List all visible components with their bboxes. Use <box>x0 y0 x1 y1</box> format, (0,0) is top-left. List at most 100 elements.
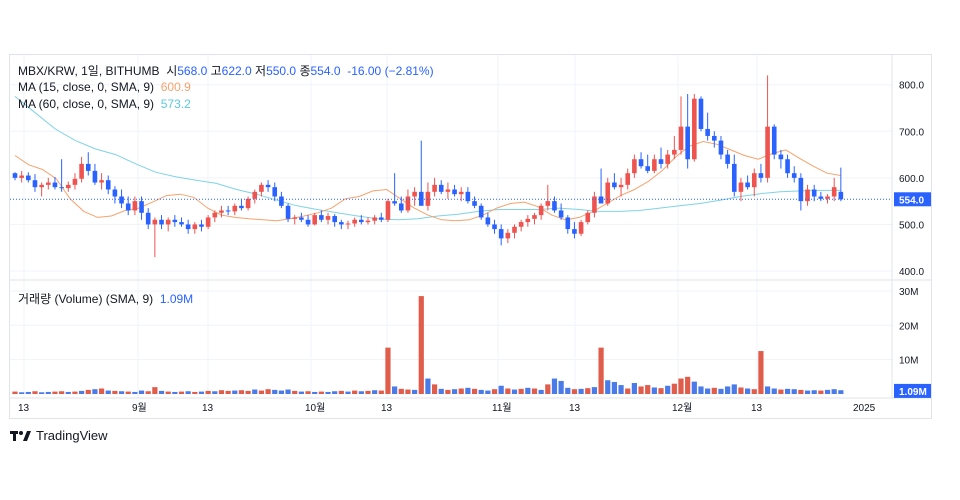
volume-bar <box>212 391 218 394</box>
volume-bar <box>32 391 38 394</box>
candle-body <box>372 217 377 221</box>
volume-bar <box>178 391 185 394</box>
volume-bar <box>671 383 677 394</box>
candle-body <box>398 203 404 211</box>
volume-bar <box>485 390 491 394</box>
candle-body <box>85 163 91 171</box>
candle-body <box>485 217 491 225</box>
ma60-layer <box>14 96 841 221</box>
candle-body <box>452 189 457 195</box>
volume-bar <box>764 386 771 394</box>
candle-body <box>618 184 624 188</box>
ma15-legend: MA (15, close, 0, SMA, 9) 600.9 <box>18 80 191 94</box>
candle-body <box>26 175 31 181</box>
volume-bar <box>818 390 824 394</box>
volume-bar <box>72 391 78 394</box>
candle-body <box>751 173 757 188</box>
volume-bar <box>498 385 504 394</box>
volume-bar <box>365 390 371 394</box>
volume-bar <box>545 384 551 394</box>
candle-body <box>199 224 204 227</box>
volume-bar <box>39 392 45 394</box>
close-label: 종 <box>299 64 311 78</box>
volume-bar <box>838 390 844 394</box>
candle-body <box>252 191 258 199</box>
candle-body <box>725 154 730 164</box>
candle-body <box>412 191 417 197</box>
candle-body <box>658 159 664 164</box>
volume-tick-label: 20M <box>899 321 918 332</box>
candle-body <box>665 154 670 164</box>
volume-bar <box>811 390 817 394</box>
candle-body <box>818 196 824 199</box>
volume-tick-label: 10M <box>899 356 918 367</box>
volume-bar <box>385 347 391 394</box>
candle-body <box>132 201 138 211</box>
volume-bar <box>12 391 18 394</box>
open-value: 568.0 <box>177 64 208 78</box>
candle-body <box>525 218 531 223</box>
candle-body <box>359 219 364 223</box>
candle-body <box>192 224 198 230</box>
time-tick-label: 10월 <box>305 402 325 414</box>
volume-bar <box>378 390 384 394</box>
candle-body <box>32 180 38 188</box>
volume-bar <box>405 389 411 394</box>
candle-body <box>245 198 251 209</box>
candle-body <box>159 219 164 225</box>
candle-body <box>745 182 750 188</box>
candle-body <box>532 215 537 219</box>
volume-bar <box>645 385 651 394</box>
volume-bar <box>59 391 65 394</box>
candle-body <box>712 135 717 141</box>
volume-bar <box>172 391 178 394</box>
volume-bar <box>145 391 151 394</box>
low-value: 550.0 <box>266 64 297 78</box>
candle-body <box>332 216 337 223</box>
last-price-tag <box>894 192 931 207</box>
volume-bar <box>738 387 744 394</box>
time-tick-label: 13 <box>202 403 214 414</box>
candle-body <box>505 232 511 239</box>
candle-body <box>232 205 238 212</box>
volume-bar <box>665 385 671 394</box>
volume-bar <box>192 391 198 394</box>
candle-body <box>578 222 584 234</box>
chart-svg[interactable]: 400.0 500.0 600.0 700.0 800.0 10M 20M 30M 13 9월 13… <box>10 55 931 418</box>
volume-bar <box>278 390 284 394</box>
candle-body <box>465 191 471 202</box>
candle-body <box>339 222 344 225</box>
volume-bar <box>272 389 278 394</box>
candle-body <box>299 217 304 220</box>
candle-body <box>572 229 577 234</box>
volume-bar <box>771 388 777 394</box>
volume-bar <box>232 390 238 394</box>
candle-body <box>458 191 464 195</box>
candle-body <box>492 224 497 230</box>
volume-bar <box>618 385 624 394</box>
volume-last-label: 1.09M <box>899 387 927 398</box>
volume-tick-label: 30M <box>899 287 918 298</box>
candle-body <box>112 189 118 197</box>
candle-body <box>225 210 231 212</box>
volume-bar <box>445 389 451 394</box>
candle-body <box>598 196 604 204</box>
volume-bar <box>52 391 58 394</box>
volume-bar <box>691 381 697 394</box>
volume-bar <box>305 391 311 394</box>
volume-bar <box>824 389 831 394</box>
volume-bar <box>412 389 418 394</box>
volume-bar <box>19 392 25 394</box>
volume-bar <box>132 391 138 394</box>
candle-body <box>185 224 191 230</box>
volume-bar <box>312 391 318 394</box>
volume-bar <box>651 387 657 394</box>
candle-body <box>685 126 690 160</box>
candle-body <box>498 229 504 239</box>
candle-body <box>798 177 804 202</box>
tradingview-logo[interactable]: TradingView <box>10 428 108 443</box>
candle-body <box>565 217 571 230</box>
volume-bar <box>458 388 464 394</box>
ma15-line <box>14 140 841 222</box>
volume-last-tag <box>894 383 931 398</box>
